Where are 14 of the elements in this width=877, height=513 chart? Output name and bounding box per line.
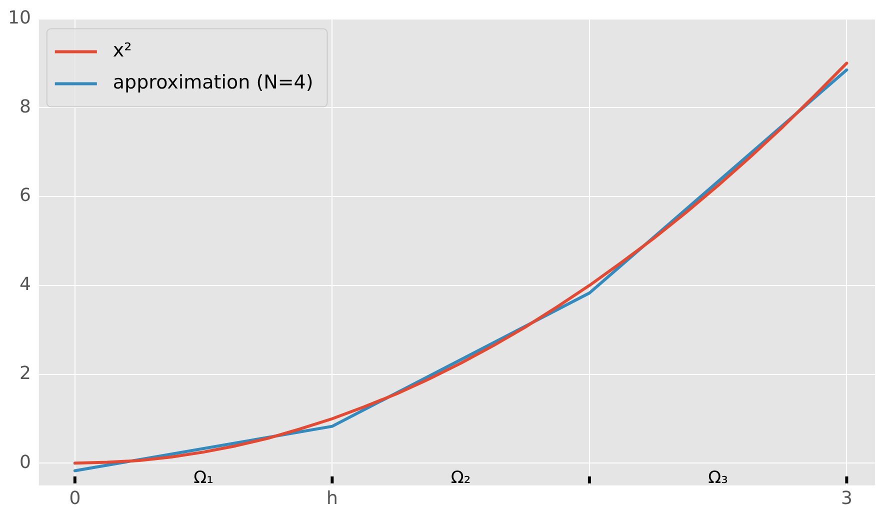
y-tick-label: 8 xyxy=(19,96,31,118)
annotation: Ω₂ xyxy=(450,468,471,488)
y-tick-label: 0 xyxy=(19,452,31,473)
y-tick-label: 4 xyxy=(19,274,31,296)
annotation: Ω₃ xyxy=(708,468,728,488)
y-tick-label: 2 xyxy=(19,362,31,384)
annotation: Ω₁ xyxy=(194,468,214,488)
x-tick-label: 0 xyxy=(69,488,81,509)
legend-label: approximation (N=4) xyxy=(112,72,314,94)
x-tick-label: 3 xyxy=(840,488,852,509)
y-tick-label: 6 xyxy=(19,185,31,206)
legend-label: x² xyxy=(112,40,132,62)
y-tick-label: 10 xyxy=(8,7,31,28)
x-tick-label: h xyxy=(326,488,338,509)
